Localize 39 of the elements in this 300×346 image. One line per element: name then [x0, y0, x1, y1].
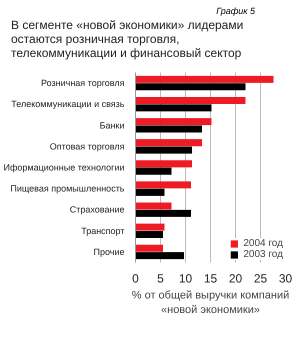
- bar: [136, 210, 191, 217]
- legend-label: 2004 год: [243, 238, 283, 249]
- bar: [136, 146, 192, 154]
- y-tick-label: Розничная торговля: [41, 78, 125, 88]
- x-axis-title: % от общей выручки компаний «новой экономики»: [132, 290, 290, 316]
- bar: [136, 168, 172, 175]
- y-tick-label: Прочие: [93, 246, 125, 257]
- y-tick-label: Телекоммуникации и связь: [11, 99, 125, 110]
- legend-label: 2003 год: [243, 249, 283, 260]
- chart-title: В сегменте «новой экономики» лидерами остаются розничная торговля, телекоммуникации и финансовый сектор: [11, 18, 244, 60]
- y-tick-label: Банки: [100, 120, 125, 130]
- text: График 5: [215, 5, 255, 18]
- y-tick-label: Иформационные технологии: [4, 162, 125, 172]
- bar: [136, 181, 191, 188]
- y-tick-label: Транспорт: [81, 226, 125, 236]
- bar: [136, 231, 163, 238]
- bar: [136, 244, 163, 252]
- bar: [136, 202, 172, 210]
- bar: [136, 160, 192, 168]
- bar: [136, 76, 274, 83]
- bar: [136, 104, 212, 112]
- bar: [136, 139, 202, 146]
- x-tick-label: 0: [132, 272, 140, 286]
- bar: [136, 118, 212, 126]
- y-tick-label: Оптовая торговля: [50, 141, 125, 152]
- bar: [136, 83, 246, 90]
- bar: [136, 252, 184, 260]
- x-tick-label: 30: [278, 272, 292, 286]
- x-tick-label: 20: [228, 272, 242, 286]
- bar: [136, 188, 164, 196]
- y-tick-label: Пищевая промышленность: [10, 184, 125, 194]
- x-tick-label: 5: [157, 272, 164, 286]
- x-tick-label: 15: [204, 272, 218, 286]
- bar: [136, 224, 164, 231]
- x-tick-label: 10: [178, 272, 192, 286]
- bar: [136, 96, 246, 104]
- y-tick-label: Страхование: [70, 204, 125, 215]
- x-tick-label: 25: [254, 272, 268, 286]
- bar: [136, 125, 202, 132]
